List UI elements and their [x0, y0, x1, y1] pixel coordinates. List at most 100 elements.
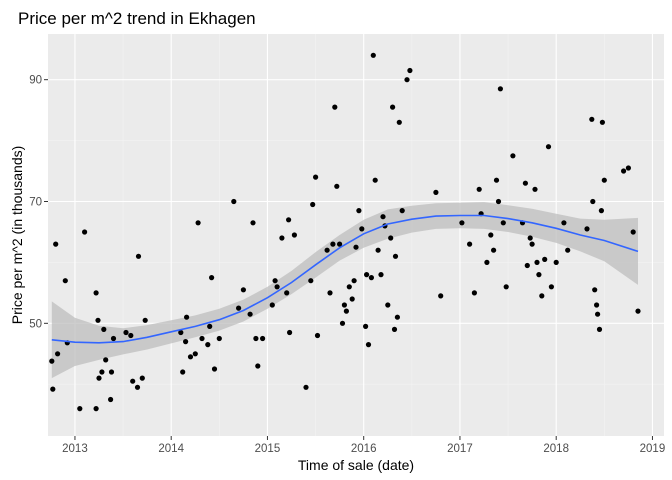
data-point	[178, 329, 184, 336]
y-tick-label: 50	[29, 318, 42, 330]
data-point	[260, 335, 266, 342]
data-point	[110, 335, 117, 342]
x-tick-label: 2017	[447, 443, 473, 455]
data-point	[77, 406, 83, 412]
data-point	[399, 208, 405, 214]
data-point	[491, 247, 497, 253]
data-point	[314, 332, 321, 339]
data-point	[96, 375, 102, 381]
data-point	[135, 253, 142, 259]
data-point	[279, 235, 285, 241]
data-point	[404, 77, 410, 83]
data-point	[349, 296, 355, 302]
data-point	[209, 275, 215, 281]
data-point	[392, 253, 399, 259]
data-point	[142, 317, 148, 323]
data-point	[529, 241, 535, 247]
data-point	[253, 335, 259, 342]
data-point	[372, 177, 378, 183]
data-point	[303, 384, 309, 390]
data-point	[595, 311, 601, 317]
data-point	[99, 369, 105, 375]
data-point	[130, 378, 136, 384]
data-point	[459, 220, 465, 226]
y-tick-label: 70	[29, 197, 42, 209]
y-axis-ticks: 50 70 90	[29, 75, 48, 330]
data-point	[539, 293, 545, 299]
data-point	[388, 235, 394, 241]
x-tick-label: 2019	[640, 443, 666, 455]
data-point	[49, 358, 55, 364]
data-point	[286, 217, 292, 223]
data-point	[272, 278, 278, 284]
data-point	[599, 119, 606, 125]
data-point	[187, 354, 194, 360]
data-point	[592, 287, 598, 293]
data-point	[211, 366, 218, 372]
data-point	[370, 52, 376, 58]
data-point	[184, 314, 190, 320]
data-point	[500, 220, 506, 226]
data-point	[82, 229, 88, 235]
data-point	[216, 335, 222, 342]
data-point	[407, 67, 413, 74]
data-point	[364, 272, 370, 278]
data-point	[527, 235, 533, 241]
data-point	[438, 293, 444, 299]
data-point	[330, 241, 336, 247]
data-point	[467, 241, 473, 247]
data-point	[341, 302, 347, 308]
data-point	[53, 241, 59, 247]
data-point	[291, 232, 297, 238]
data-point	[139, 375, 145, 381]
data-point	[180, 369, 186, 375]
data-point	[534, 259, 540, 265]
data-point	[363, 323, 369, 329]
data-point	[101, 326, 107, 332]
data-point	[495, 198, 502, 205]
data-point	[542, 256, 548, 262]
data-point	[108, 369, 115, 375]
data-point	[236, 305, 242, 311]
data-point	[391, 326, 398, 332]
data-point	[199, 335, 205, 342]
data-point	[536, 272, 542, 278]
data-point	[351, 278, 357, 284]
data-point	[635, 308, 641, 314]
x-tick-label: 2016	[351, 443, 377, 455]
data-point	[596, 326, 603, 332]
data-point	[394, 314, 400, 320]
data-point	[484, 259, 490, 265]
data-point	[93, 290, 99, 296]
data-point	[327, 290, 333, 296]
data-point	[247, 311, 253, 317]
data-point	[274, 284, 280, 290]
data-point	[250, 220, 256, 226]
data-point	[337, 241, 343, 247]
data-point	[385, 302, 391, 308]
smooth-trend-line	[51, 214, 639, 344]
data-point	[380, 214, 386, 220]
data-point	[471, 290, 477, 296]
data-point	[390, 104, 396, 110]
data-point	[594, 302, 600, 308]
data-points	[49, 52, 641, 412]
data-point	[396, 119, 402, 125]
data-point	[493, 177, 500, 183]
data-point	[93, 406, 99, 412]
data-point	[359, 226, 365, 232]
data-point	[346, 284, 352, 290]
data-point	[313, 174, 319, 180]
data-point	[334, 183, 340, 189]
data-point	[433, 189, 439, 195]
data-point	[553, 259, 559, 265]
data-point	[625, 165, 632, 171]
data-point	[255, 363, 261, 369]
data-point	[207, 323, 213, 329]
data-point	[497, 86, 503, 92]
data-point	[108, 396, 114, 403]
data-point	[332, 104, 338, 110]
y-axis-title: Price per m^2 (in thousands)	[9, 146, 25, 325]
data-point	[522, 180, 529, 186]
